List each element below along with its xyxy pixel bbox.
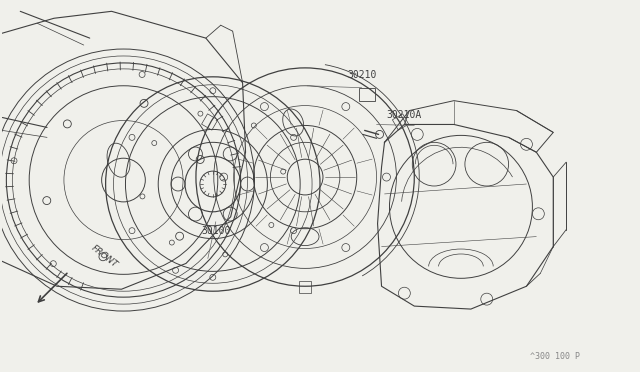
Text: 30100: 30100 <box>201 226 230 235</box>
Text: FRONT: FRONT <box>90 243 120 269</box>
Text: 30210: 30210 <box>347 70 376 80</box>
Text: 30210A: 30210A <box>387 109 422 119</box>
Text: ^300 100 P: ^300 100 P <box>530 352 580 361</box>
